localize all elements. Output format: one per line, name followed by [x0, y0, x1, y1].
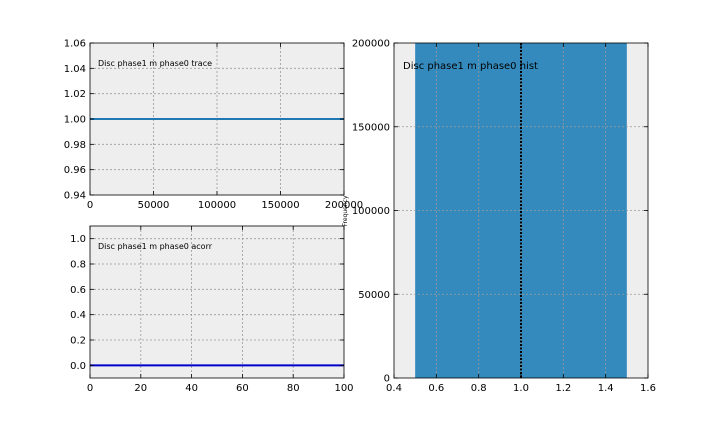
hist-ticks: 0.4 0.6 0.8 1.0 1.2 1.4 1.6 0 50000 100000 150000 2… [352, 39, 656, 395]
trace-ytick-label: 0.98 [64, 140, 86, 151]
acorr-frame [89, 225, 345, 379]
acorr-ytick-label: 1.0 [70, 234, 86, 245]
hist-xtick-label: 1.0 [513, 383, 529, 394]
acorr-title: Disc phase1 m phase0 acorr [98, 242, 213, 251]
hist-panel: 0.4 0.6 0.8 1.0 1.2 1.4 1.6 0 50000 100000 150000 2… [342, 39, 656, 395]
acorr-xtick-label: 0 [87, 383, 93, 394]
trace-xtick-label: 50000 [138, 200, 170, 211]
hist-ytick-label: 50000 [358, 290, 390, 301]
acorr-ytick-label: 0.8 [70, 260, 86, 271]
acorr-plot-area [90, 226, 344, 378]
trace-title: Disc phase1 m phase0 trace [98, 59, 212, 68]
trace-ytick-label: 0.96 [64, 165, 86, 176]
trace-xtick-label: 200000 [325, 200, 363, 211]
hist-ytick-label: 100000 [352, 206, 390, 217]
trace-xtick-label: 0 [87, 200, 93, 211]
hist-xtick-label: 0.8 [471, 383, 487, 394]
hist-xtick-label: 1.4 [598, 383, 614, 394]
hist-ytick-label: 0 [384, 374, 390, 385]
hist-ytick-label: 150000 [352, 122, 390, 133]
hist-title: Disc phase1 m phase0 hist [403, 61, 538, 72]
acorr-grid [90, 226, 344, 378]
trace-ytick-label: 0.94 [64, 191, 86, 202]
acorr-ticks: 0 20 40 60 80 100 0.0 0.2 0.4 0.6 0.8 1.0 [70, 226, 354, 394]
trace-ytick-label: 1.04 [64, 64, 86, 75]
acorr-xtick-label: 20 [134, 383, 147, 394]
trace-ytick-label: 1.06 [64, 39, 86, 50]
trace-ytick-label: 1.00 [64, 115, 86, 126]
hist-xtick-label: 0.4 [386, 383, 402, 394]
acorr-panel: 0 20 40 60 80 100 0.0 0.2 0.4 0.6 0.8 1.0 Disc phas… [70, 225, 354, 394]
acorr-ytick-label: 0.6 [70, 285, 86, 296]
trace-xtick-label: 150000 [261, 200, 299, 211]
hist-xtick-label: 1.6 [640, 383, 656, 394]
hist-xtick-label: 1.2 [555, 383, 571, 394]
acorr-xtick-label: 100 [334, 383, 353, 394]
acorr-xtick-label: 60 [236, 383, 249, 394]
acorr-xtick-label: 80 [287, 383, 300, 394]
hist-xtick-label: 0.6 [428, 383, 444, 394]
acorr-ytick-label: 0.4 [70, 310, 86, 321]
acorr-ytick-label: 0.0 [70, 361, 86, 372]
hist-ylabel: Frequency [342, 195, 349, 226]
trace-ticks: 0 50000 100000 150000 200000 0.94 0.96 0.98 1.00… [64, 39, 363, 212]
trace-xtick-label: 100000 [198, 200, 236, 211]
trace-ytick-label: 1.02 [64, 89, 86, 100]
trace-panel: 0 50000 100000 150000 200000 0.94 0.96 0.98 1.00… [64, 39, 363, 212]
hist-ytick-label: 200000 [352, 39, 390, 50]
acorr-xtick-label: 40 [185, 383, 198, 394]
acorr-ytick-label: 0.2 [70, 336, 86, 347]
